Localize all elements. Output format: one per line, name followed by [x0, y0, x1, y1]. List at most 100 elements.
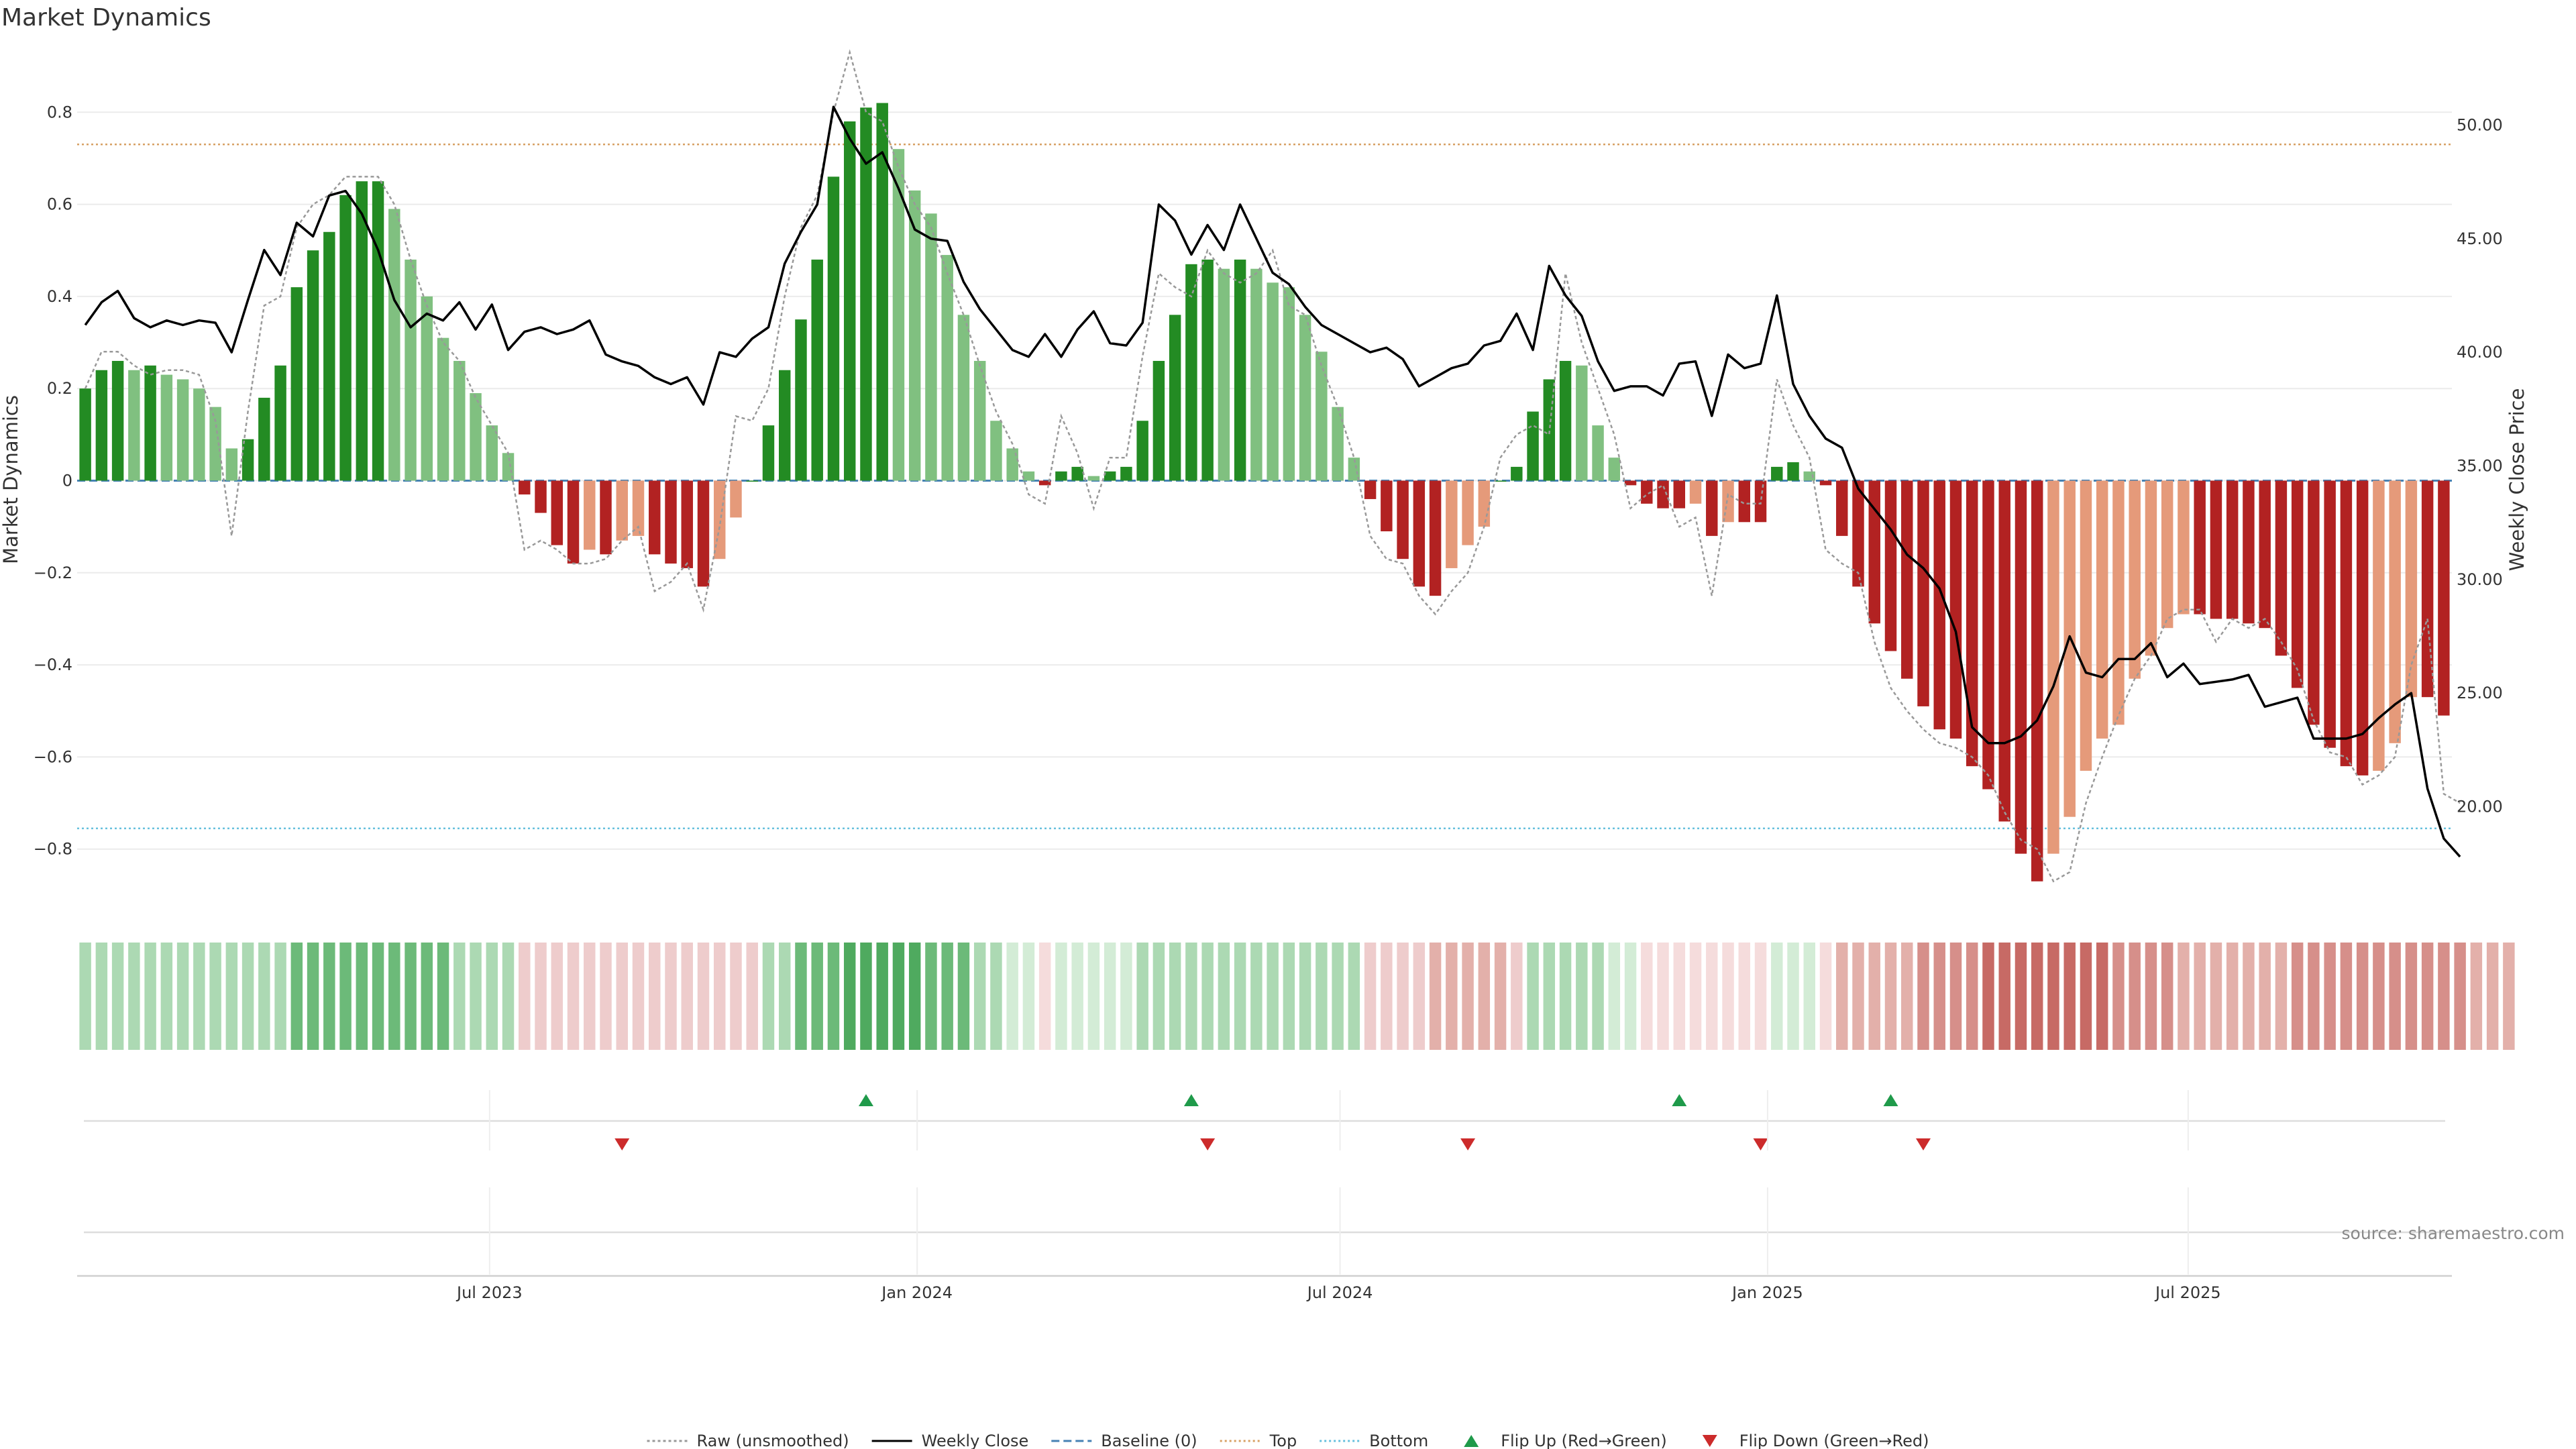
flip-down-marker	[614, 1138, 630, 1150]
bar	[339, 195, 352, 481]
bar	[1364, 480, 1377, 499]
bar	[274, 365, 286, 481]
bar	[1624, 480, 1637, 486]
strip-cell	[697, 943, 710, 1050]
bar	[1022, 471, 1035, 481]
y-tick-left: 0.4	[47, 287, 72, 306]
flip-down-marker	[1753, 1138, 1768, 1150]
y-tick-right: 50.00	[2457, 115, 2503, 134]
bar	[762, 425, 775, 481]
bar	[1706, 480, 1718, 536]
source-text: source: sharemaestro.com	[2342, 1224, 2565, 1243]
strip-cell	[176, 943, 189, 1050]
bar	[2063, 480, 2076, 817]
close-series	[84, 105, 2461, 858]
bar	[421, 296, 433, 481]
strip-cell	[2063, 943, 2076, 1050]
bar	[1836, 480, 1848, 536]
bar	[941, 255, 953, 481]
strip-cell	[2340, 943, 2353, 1050]
strip-cell	[2308, 943, 2320, 1050]
bar	[1446, 480, 1458, 568]
bar	[584, 480, 596, 550]
strip-cell	[990, 943, 1002, 1050]
bar	[843, 121, 856, 481]
strip-cell	[2145, 943, 2157, 1050]
strip-cell	[1136, 943, 1148, 1050]
strip-cell	[2047, 943, 2059, 1050]
strip-cell	[1348, 943, 1360, 1050]
bar	[1201, 259, 1214, 481]
bar	[2259, 480, 2271, 629]
strip-cell	[1641, 943, 1653, 1050]
bar	[1901, 480, 1913, 679]
bar	[2047, 480, 2059, 854]
strip-cell	[128, 943, 140, 1050]
bar	[1478, 480, 1491, 527]
bar	[697, 480, 710, 587]
bar	[2129, 480, 2141, 679]
strip-cell	[778, 943, 791, 1050]
bar	[209, 407, 221, 481]
bar	[795, 319, 807, 481]
legend-label: Top	[1269, 1432, 1297, 1449]
strip-cell	[1494, 943, 1507, 1050]
bar	[1966, 480, 1978, 767]
x-axis: Jul 2023 Jan 2024 Jul 2024 Jan 2025 Jul 2025	[77, 1090, 2452, 1302]
legend-handle	[1464, 1435, 1479, 1447]
bar	[778, 370, 791, 481]
bar	[1933, 480, 1945, 730]
bar	[2112, 480, 2125, 725]
flip-up-marker	[1183, 1094, 1199, 1106]
bar	[1087, 476, 1100, 481]
bar	[746, 480, 758, 482]
strip-cell	[2421, 943, 2434, 1050]
bar	[600, 480, 612, 555]
bar-series	[79, 103, 2450, 881]
strip-cell	[665, 943, 677, 1050]
bar	[323, 231, 335, 481]
strip-cell	[290, 943, 303, 1050]
bar	[1055, 471, 1067, 481]
legend: Raw (unsmoothed) Weekly Close Baseline (0)…	[647, 1432, 1929, 1449]
raw-line	[84, 49, 2461, 883]
strip-cell	[616, 943, 628, 1050]
strip-cell	[1803, 943, 1815, 1050]
bar	[405, 259, 417, 481]
flip-up-marker	[1672, 1094, 1687, 1106]
strip-cell	[1152, 943, 1165, 1050]
strip-cell	[957, 943, 970, 1050]
strip-cell	[486, 943, 498, 1050]
bar	[2405, 480, 2418, 698]
legend-handle	[1702, 1435, 1717, 1447]
legend-label: Flip Down (Green→Red)	[1739, 1432, 1929, 1449]
legend-label: Flip Up (Red→Green)	[1501, 1432, 1667, 1449]
strip-cell	[1592, 943, 1604, 1050]
bar	[2210, 480, 2222, 619]
bar	[1949, 480, 1962, 739]
strip-cell	[1689, 943, 1702, 1050]
strip-cell	[1884, 943, 1897, 1050]
strip-cell	[681, 943, 693, 1050]
strip-cell	[925, 943, 937, 1050]
strip-cell	[453, 943, 466, 1050]
bar	[1381, 480, 1393, 532]
strip-cell	[1852, 943, 1864, 1050]
y-tick-left: 0	[62, 472, 72, 490]
strip-cell	[1819, 943, 1832, 1050]
strip-cell	[2275, 943, 2288, 1050]
strip-cell	[1998, 943, 2010, 1050]
strip-cell	[209, 943, 221, 1050]
strip-cell	[1527, 943, 1539, 1050]
bar	[111, 360, 124, 481]
bar	[616, 480, 628, 541]
strip-cell	[2178, 943, 2190, 1050]
raw-series	[84, 49, 2461, 883]
strip-cell	[1511, 943, 1523, 1050]
bar	[2080, 480, 2092, 771]
bar	[2373, 480, 2385, 771]
bar	[307, 250, 319, 481]
bar	[470, 393, 482, 481]
bar	[1754, 480, 1767, 523]
